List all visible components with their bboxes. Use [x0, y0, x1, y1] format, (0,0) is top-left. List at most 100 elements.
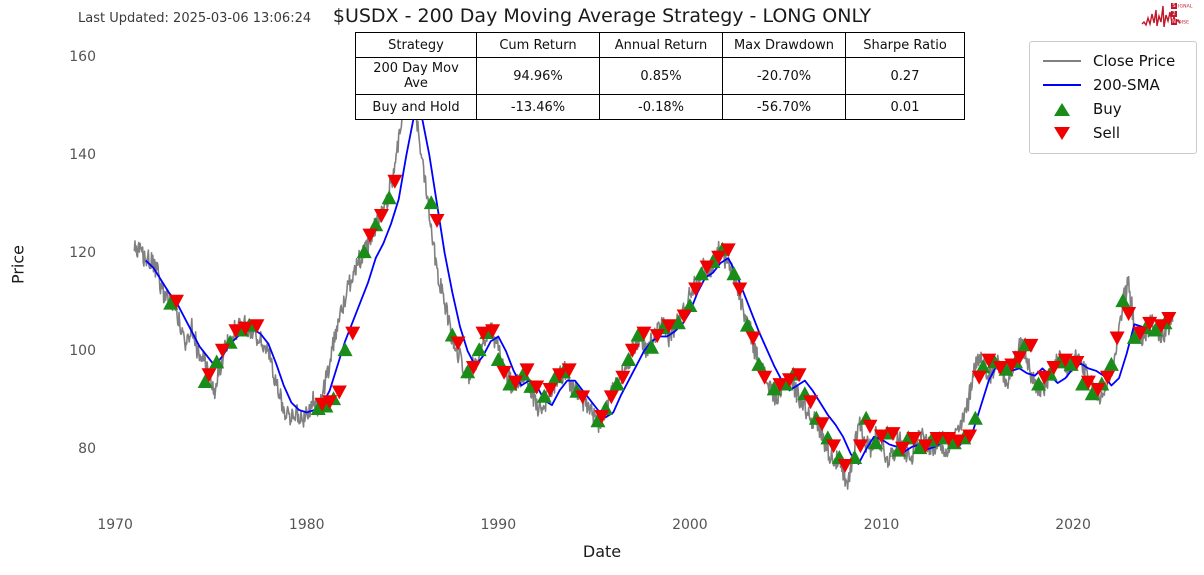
logo-waveform-icon [1141, 5, 1181, 28]
sell-marker [615, 370, 631, 385]
sell-marker [636, 326, 652, 341]
sell-marker [594, 409, 610, 424]
buy-marker [1126, 329, 1142, 344]
sell-marker [1161, 311, 1177, 326]
buy-marker [1063, 356, 1079, 371]
sell-marker [661, 319, 677, 334]
logo-word-noise: OISE [1178, 20, 1190, 26]
cell-max-drawdown: -20.70% [722, 57, 846, 95]
sell-marker [906, 432, 922, 446]
sell-marker [168, 294, 184, 309]
logo-cap-2: 2 [1171, 11, 1177, 18]
buy-marker [1147, 322, 1163, 337]
buy-marker [630, 327, 646, 342]
sell-marker [1090, 383, 1106, 397]
sell-marker [542, 383, 558, 397]
logo-text: S IGNAL 2 N OISE [1171, 3, 1201, 27]
sell-marker [676, 309, 692, 324]
sell-marker [1057, 353, 1073, 368]
y-axis-label: Price [8, 244, 28, 285]
buy-marker [163, 295, 179, 310]
buy-marker [1084, 386, 1100, 401]
sell-marker [331, 385, 347, 400]
sell-marker [814, 417, 830, 432]
buy-marker [536, 388, 552, 403]
y-tick-label: 160 [69, 49, 96, 66]
sell-marker [201, 368, 217, 383]
sell-marker [496, 365, 512, 380]
y-tick-label: 120 [69, 245, 96, 262]
column-header-max-drawdown: Max Drawdown [722, 32, 846, 58]
sell-marker [228, 324, 244, 339]
sell-marker [237, 321, 253, 336]
buy-marker [693, 266, 709, 281]
sell-marker [429, 213, 445, 228]
legend-item-buy: Buy [1039, 97, 1187, 121]
sell-marker [1121, 307, 1137, 321]
sell-marker [1142, 316, 1158, 331]
sell-marker [757, 370, 773, 385]
x-tick-label: 2010 [863, 517, 900, 533]
y-tick-label: 100 [69, 343, 96, 360]
sell-marker [475, 326, 491, 341]
sell-marker [1004, 358, 1020, 373]
cell-annual-return: -0.18% [599, 94, 723, 120]
sell-marker [249, 319, 265, 334]
line-icon [1039, 60, 1085, 62]
sell-marker [373, 209, 389, 223]
cell-sharpe-ratio: 0.01 [845, 94, 965, 120]
sell-marker [732, 282, 748, 297]
sell-marker [782, 373, 798, 388]
signal-2-noise-logo: S IGNAL 2 N OISE [1141, 2, 1201, 32]
sell-marker [699, 260, 715, 275]
buy-marker [1075, 376, 1091, 391]
buy-marker [356, 244, 372, 259]
legend-item-200-sma: 200-SMA [1039, 73, 1187, 97]
sell-marker [1011, 351, 1027, 366]
buy-marker [423, 195, 439, 210]
buy-marker [337, 342, 353, 357]
y-tick-label: 80 [78, 441, 96, 458]
logo-cap-n: N [1171, 19, 1177, 26]
sell-marker [992, 360, 1008, 375]
sell-marker [603, 390, 619, 405]
sell-marker [971, 370, 987, 385]
legend-label: Buy [1093, 100, 1122, 118]
sell-marker [950, 434, 966, 449]
x-tick-label: 2000 [672, 517, 708, 533]
sell-marker [508, 375, 524, 390]
cell-max-drawdown: -56.70% [722, 94, 846, 120]
sell-marker [624, 343, 640, 358]
buy-marker [368, 217, 384, 232]
series-line [133, 64, 1174, 490]
chart-title: $USDX - 200 Day Moving Average Strategy … [332, 5, 872, 27]
buy-marker [471, 342, 487, 357]
logo-word-signal: IGNAL [1178, 4, 1193, 10]
buy-marker [670, 315, 686, 330]
x-tick-label: 1980 [288, 517, 325, 533]
buy-marker [739, 317, 755, 332]
buy-marker [502, 376, 518, 391]
x-tick-label: 1970 [97, 517, 133, 533]
sell-marker [1023, 338, 1039, 353]
last-updated-text: Last Updated: 2025-03-06 13:06:24 [78, 11, 312, 26]
buy-marker [975, 359, 991, 374]
sell-marker [981, 353, 997, 368]
buy-marker [1103, 356, 1119, 371]
cell-strategy-name: 200 Day Mov Ave [355, 57, 477, 95]
buy-marker [381, 190, 397, 205]
sell-marker [529, 380, 545, 395]
sell-marker [711, 250, 727, 265]
legend-item-close-price: Close Price [1039, 49, 1187, 73]
buy-marker [460, 364, 476, 379]
sell-marker [322, 395, 338, 410]
sell-marker [519, 363, 535, 378]
x-tick-label: 1990 [480, 517, 517, 533]
triangle-down-icon [1039, 126, 1085, 140]
cell-cum-return: -13.46% [476, 94, 600, 120]
sell-marker [1100, 370, 1116, 385]
sell-marker [387, 174, 403, 189]
x-axis-label: Date [582, 542, 622, 561]
column-header-cum-return: Cum Return [476, 32, 600, 58]
